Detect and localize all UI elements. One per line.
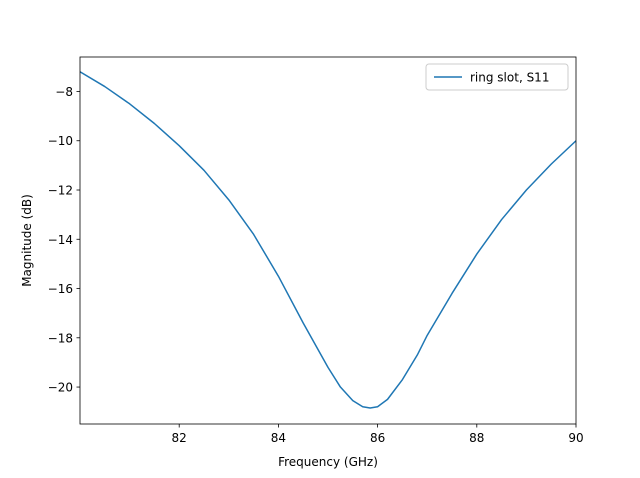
x-tick-label: 84 (271, 431, 286, 445)
plot-frame (79, 56, 577, 425)
x-axis-ticks: 82 84 86 88 90 (172, 424, 584, 445)
x-tick-label: 82 (172, 431, 187, 445)
y-tick-label: −14 (48, 233, 73, 247)
legend-entry-label: ring slot, S11 (470, 71, 549, 85)
x-tick-label: 86 (370, 431, 385, 445)
x-axis-label: Frequency (GHz) (278, 455, 378, 469)
legend-box (425, 63, 569, 91)
y-tick-label: −16 (48, 282, 73, 296)
legend: ring slot, S11 (425, 63, 569, 91)
y-tick-label: −10 (48, 134, 73, 148)
y-tick-label: −20 (48, 381, 73, 395)
x-tick-label: 88 (469, 431, 484, 445)
y-axis-ticks: −8 −10 −12 −14 −16 −18 −20 (48, 85, 80, 395)
x-tick-label: 90 (568, 431, 583, 445)
y-tick-label: −12 (48, 184, 73, 198)
y-tick-label: −8 (55, 85, 73, 99)
plot-line-layer (80, 71, 576, 409)
y-tick-label: −18 (48, 331, 73, 345)
series-line-0 (80, 71, 576, 409)
y-axis-label: Magnitude (dB) (20, 194, 34, 287)
